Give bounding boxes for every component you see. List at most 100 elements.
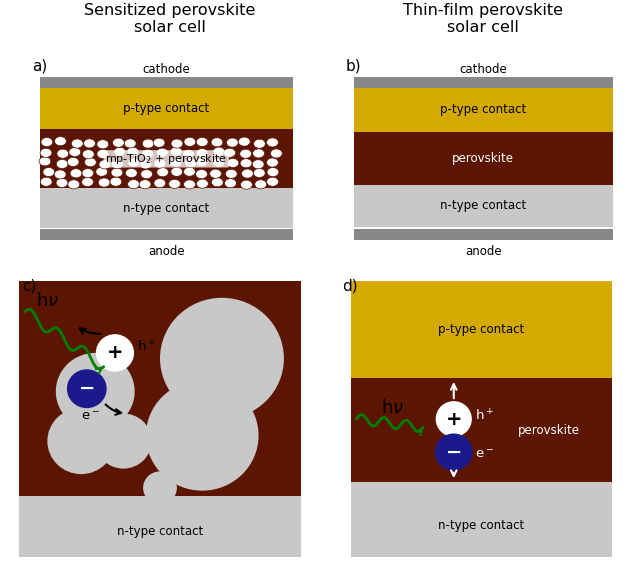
Circle shape: [436, 434, 472, 470]
FancyBboxPatch shape: [19, 281, 301, 557]
Circle shape: [56, 160, 68, 169]
Circle shape: [160, 298, 284, 419]
FancyBboxPatch shape: [40, 130, 292, 188]
Text: −: −: [79, 379, 95, 398]
Circle shape: [154, 159, 166, 168]
Circle shape: [82, 169, 94, 178]
Circle shape: [41, 138, 52, 146]
FancyBboxPatch shape: [354, 88, 612, 131]
Circle shape: [57, 149, 68, 158]
Circle shape: [96, 334, 134, 371]
Text: +: +: [107, 343, 123, 362]
Text: d): d): [342, 278, 358, 293]
FancyBboxPatch shape: [351, 378, 612, 482]
Circle shape: [40, 148, 52, 157]
Circle shape: [185, 158, 196, 168]
Circle shape: [71, 139, 83, 148]
Circle shape: [157, 168, 168, 177]
Circle shape: [153, 138, 165, 148]
Circle shape: [170, 158, 182, 167]
FancyBboxPatch shape: [19, 281, 301, 496]
Circle shape: [227, 158, 239, 168]
Circle shape: [128, 158, 140, 167]
Circle shape: [124, 139, 136, 148]
Circle shape: [39, 157, 51, 166]
Text: perovskite: perovskite: [517, 424, 579, 437]
Circle shape: [56, 353, 134, 430]
Circle shape: [142, 149, 154, 158]
Text: cathode: cathode: [143, 63, 190, 76]
Circle shape: [253, 168, 265, 177]
Circle shape: [56, 179, 68, 188]
Circle shape: [240, 158, 252, 168]
Circle shape: [196, 149, 208, 158]
Text: cathode: cathode: [460, 63, 507, 76]
Text: h$^+$: h$^+$: [475, 409, 493, 424]
Circle shape: [196, 179, 209, 188]
Circle shape: [146, 381, 259, 491]
Circle shape: [125, 169, 137, 177]
Circle shape: [436, 401, 472, 437]
FancyBboxPatch shape: [354, 228, 612, 240]
Text: h$\nu$: h$\nu$: [381, 399, 404, 417]
Text: mp-TiO$_2$ + perovskite: mp-TiO$_2$ + perovskite: [106, 152, 227, 166]
Circle shape: [83, 150, 94, 159]
Circle shape: [69, 148, 81, 157]
Circle shape: [43, 168, 54, 177]
FancyBboxPatch shape: [40, 188, 292, 228]
Text: anode: anode: [465, 245, 502, 258]
Text: −: −: [445, 443, 462, 461]
Circle shape: [110, 177, 122, 186]
Circle shape: [240, 149, 252, 158]
Circle shape: [241, 169, 253, 178]
FancyBboxPatch shape: [354, 185, 612, 227]
Text: Sensitized perovskite
solar cell: Sensitized perovskite solar cell: [84, 3, 255, 35]
Circle shape: [111, 160, 124, 169]
FancyBboxPatch shape: [351, 281, 612, 378]
Circle shape: [70, 169, 82, 178]
FancyBboxPatch shape: [351, 482, 612, 557]
Text: h$^+$: h$^+$: [138, 340, 157, 355]
Circle shape: [142, 139, 154, 148]
Circle shape: [224, 148, 236, 157]
Text: b): b): [346, 58, 361, 73]
Text: n-type contact: n-type contact: [124, 201, 209, 215]
Circle shape: [225, 179, 236, 188]
Text: Thin-film perovskite
solar cell: Thin-film perovskite solar cell: [403, 3, 563, 35]
Circle shape: [127, 147, 139, 156]
Circle shape: [184, 180, 195, 189]
Text: n-type contact: n-type contact: [117, 525, 203, 538]
Circle shape: [96, 167, 108, 176]
Text: a): a): [32, 58, 47, 73]
Circle shape: [95, 413, 152, 468]
Circle shape: [128, 180, 140, 189]
Circle shape: [196, 158, 207, 167]
Circle shape: [255, 180, 267, 189]
Circle shape: [252, 160, 264, 169]
Circle shape: [184, 137, 196, 146]
Text: n-type contact: n-type contact: [440, 199, 526, 212]
Circle shape: [169, 179, 180, 188]
Text: h$\nu$: h$\nu$: [36, 292, 59, 309]
Circle shape: [156, 148, 168, 157]
Text: +: +: [445, 409, 462, 429]
Circle shape: [54, 137, 67, 146]
FancyBboxPatch shape: [354, 77, 612, 88]
Circle shape: [97, 149, 109, 158]
Circle shape: [241, 180, 252, 189]
Circle shape: [68, 180, 79, 189]
Circle shape: [154, 179, 166, 188]
Circle shape: [211, 178, 223, 187]
Circle shape: [143, 471, 177, 505]
Circle shape: [54, 170, 66, 179]
Circle shape: [171, 139, 183, 148]
FancyBboxPatch shape: [354, 131, 612, 185]
Text: p-type contact: p-type contact: [124, 102, 209, 115]
Text: e$^-$: e$^-$: [81, 410, 100, 423]
Circle shape: [271, 149, 282, 158]
Circle shape: [82, 177, 93, 187]
Text: e$^-$: e$^-$: [475, 448, 493, 461]
Circle shape: [67, 157, 79, 166]
FancyBboxPatch shape: [40, 88, 292, 130]
Circle shape: [266, 158, 278, 167]
